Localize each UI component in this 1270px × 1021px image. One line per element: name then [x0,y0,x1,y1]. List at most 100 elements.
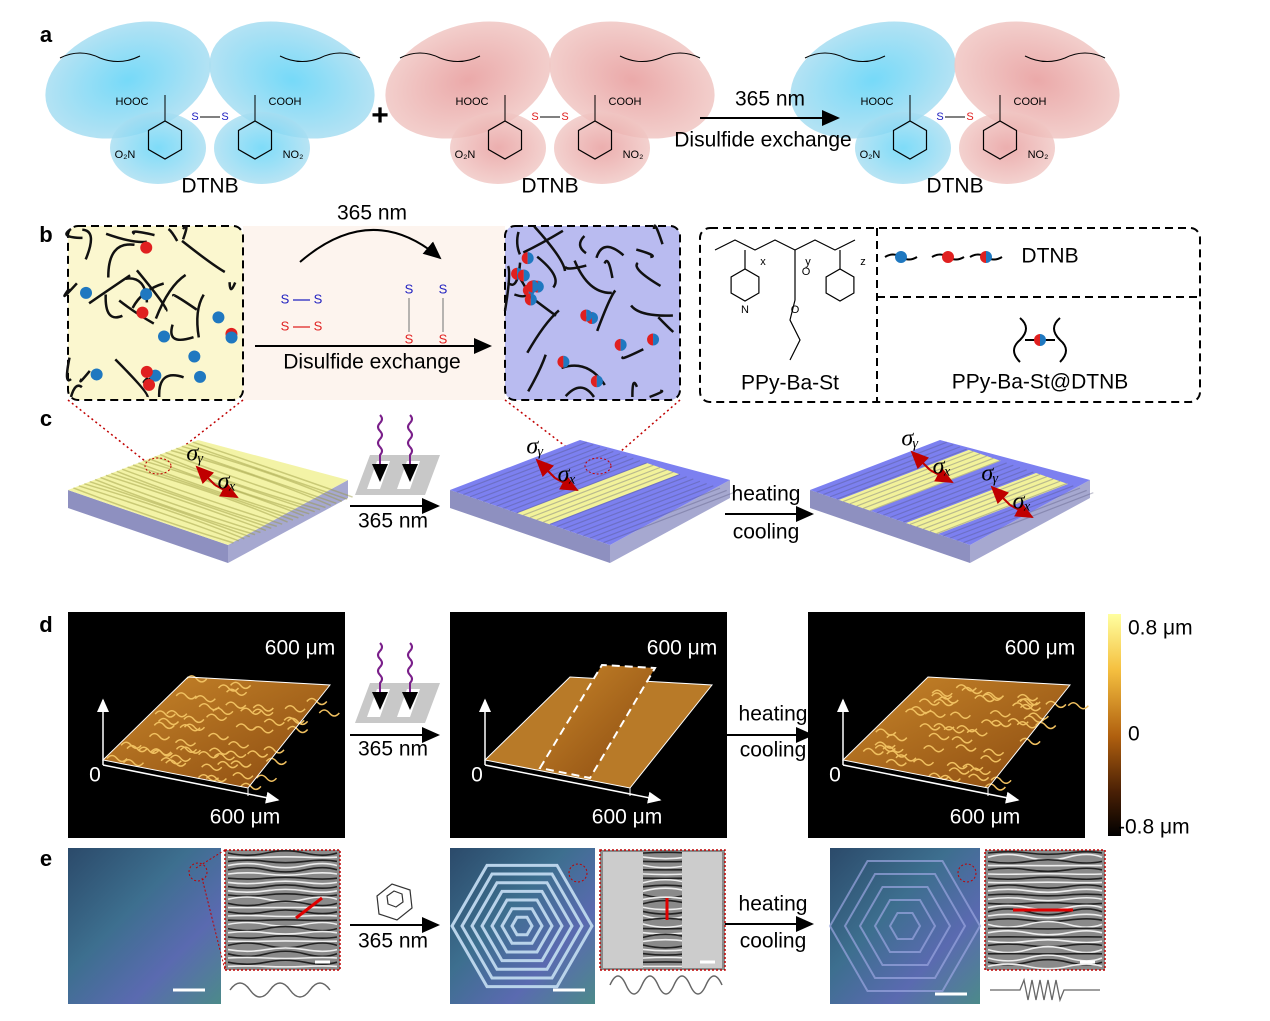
legend-box [699,227,1201,403]
crosslink [591,312,598,325]
line [576,482,707,535]
wrinkle [198,750,220,759]
wrinkle [862,747,884,756]
uv-arrow [372,642,388,710]
ring [892,120,928,160]
sulfur: S [405,331,414,346]
colorbar-label: -0.8 μm [1118,816,1190,839]
hex-pattern [480,889,564,963]
wing [855,112,951,184]
name: PPy-Ba-St [741,372,839,395]
wrinkle [181,445,343,502]
slab-side [68,490,228,563]
wrinkle [882,745,904,753]
line [929,467,954,483]
wrinkle [174,738,197,747]
line [883,464,1014,516]
wrinkle [287,725,309,734]
slab-top [68,440,348,545]
wrinkle [73,487,234,544]
wrinkle [166,709,188,718]
hex-pattern [500,907,544,945]
wrinkle [983,748,1005,757]
wrinkle [240,707,262,715]
dtnb-dot [942,251,954,263]
hex-pattern [450,863,594,989]
chain [595,245,625,259]
stress-label: σᵧ [186,441,204,467]
wrinkle [176,447,337,505]
crosslink [537,280,544,293]
wrinkle [943,725,965,734]
arrow-label: cooling [740,930,807,953]
line [863,457,994,509]
line [563,478,694,530]
group: O₂N [115,149,136,161]
sem-wrinkle [227,914,338,918]
crosslink [140,365,153,378]
wrinkle [966,728,988,737]
backbone [804,52,886,62]
line [929,480,1061,532]
axis-label: 600 μm [1005,637,1075,660]
chain [564,264,587,270]
group: HOOC [456,96,489,108]
chain [118,299,155,325]
wrinkle [968,773,990,782]
sem-wrinkle [987,896,1103,902]
sem-wrinkle [227,925,338,932]
line [856,455,987,507]
wrinkle [116,470,278,528]
wing [209,21,375,139]
group: NO₂ [283,149,304,161]
wrinkle [186,675,208,683]
wrinkle [937,696,959,704]
sem-wrinkle [227,893,338,897]
sulfur: S [281,318,290,333]
group: HOOC [116,96,149,108]
wrinkle [157,717,180,726]
chain [69,384,83,398]
line [876,462,1007,514]
axis-label: 0 [829,764,841,787]
wrinkle [933,698,955,707]
line [102,764,280,804]
wrinkle [1019,737,1041,746]
wrinkle [111,472,272,530]
wrinkle [192,441,353,498]
crosslink [212,311,225,324]
sem-wrinkle [987,913,1103,919]
wrinkle [990,776,1012,785]
profile [229,982,331,998]
sem-wrinkle [227,909,338,915]
wing [45,21,211,139]
crosslink [614,338,621,351]
stripe-region [538,663,657,780]
wrinkle [263,746,285,754]
wrinkle [212,707,234,716]
uv-arrow [372,414,388,482]
group: HOOC [861,96,894,108]
wrinkle [121,468,283,525]
line [484,764,662,804]
zoom-circle [957,863,977,883]
wrinkle [225,701,247,709]
group: O₂N [455,149,476,161]
chain [65,227,83,240]
crosslink [140,241,153,254]
stripe [838,449,1001,511]
wrinkle [183,723,206,731]
sulfur: S [966,111,973,123]
wrinkle [186,443,348,500]
ring [237,120,273,160]
wrinkle [151,749,173,757]
crosslink [143,378,156,391]
chain [652,224,664,245]
chain [82,228,93,260]
wrinkle [100,476,261,534]
atom: O [802,266,811,278]
panel-label: b [39,222,52,247]
wrinkle [169,754,192,762]
line [990,485,1011,506]
